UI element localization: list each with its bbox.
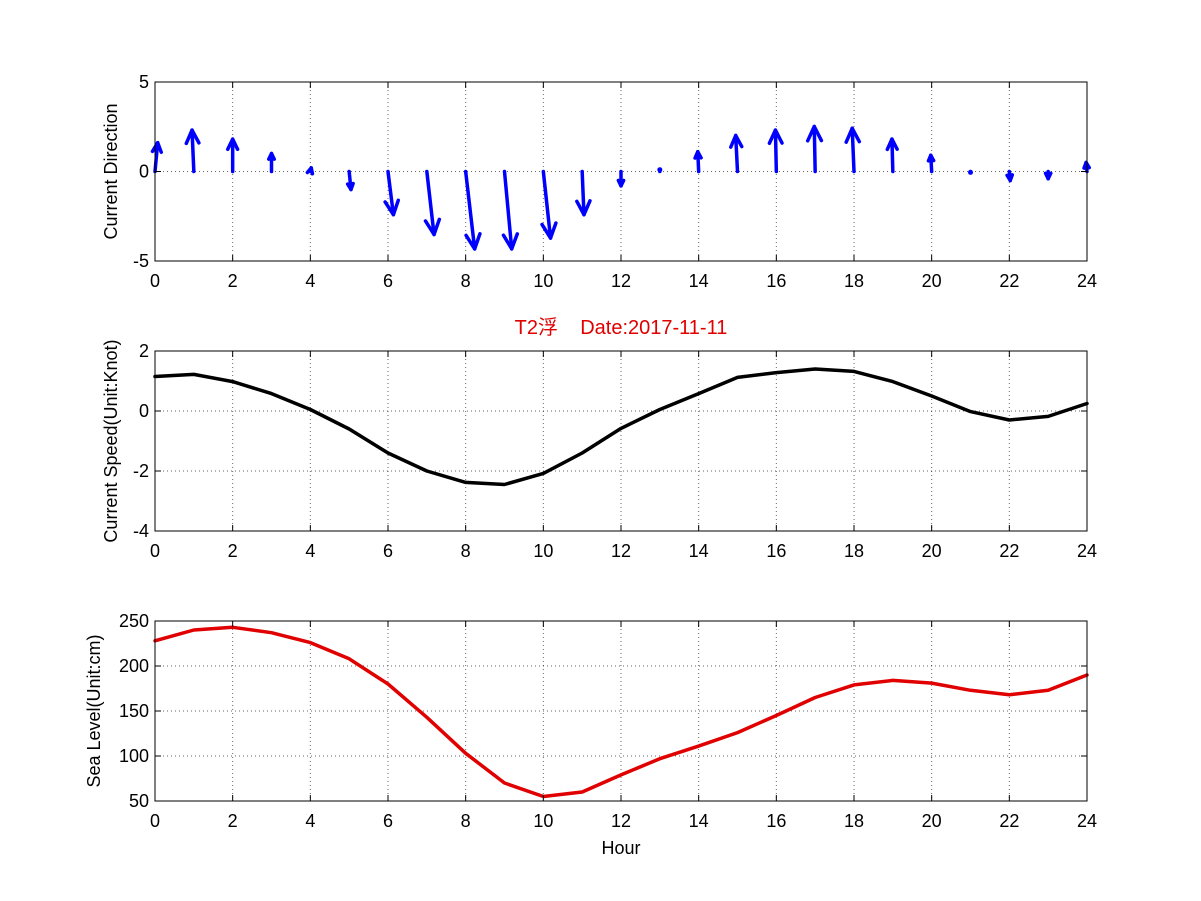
quiver-arrow — [1043, 169, 1053, 181]
x-tick-label: 10 — [533, 811, 553, 831]
x-tick-label: 12 — [611, 811, 631, 831]
y-tick-label: 0 — [139, 401, 149, 421]
x-tick-label: 8 — [461, 541, 471, 561]
quiver-arrow — [616, 169, 626, 188]
x-tick-label: 22 — [999, 811, 1019, 831]
x-axis-label: Hour — [601, 838, 640, 858]
y-axis-label: Sea Level(Unit:cm) — [84, 634, 104, 787]
quiver-arrow — [575, 169, 592, 217]
x-tick-label: 0 — [150, 811, 160, 831]
series-line — [153, 367, 1089, 487]
x-tick-label: 10 — [533, 541, 553, 561]
quiver-arrow — [383, 169, 401, 217]
quiver-arrow — [463, 169, 482, 251]
series-line — [153, 625, 1089, 799]
x-tick-label: 18 — [844, 811, 864, 831]
x-tick-label: 0 — [150, 541, 160, 561]
quiver-arrow — [345, 169, 355, 192]
x-tick-label: 2 — [228, 811, 238, 831]
quiver-arrow — [805, 124, 824, 174]
y-tick-label: 0 — [139, 162, 149, 182]
y-tick-label: 150 — [119, 701, 149, 721]
x-tick-label: 4 — [305, 811, 315, 831]
y-tick-label: 100 — [119, 746, 149, 766]
x-tick-label: 20 — [922, 811, 942, 831]
quiver-arrow — [968, 169, 973, 175]
x-tick-label: 10 — [533, 271, 553, 291]
x-tick-label: 18 — [844, 271, 864, 291]
x-tick-label: 22 — [999, 271, 1019, 291]
x-tick-label: 22 — [999, 541, 1019, 561]
y-tick-label: 200 — [119, 656, 149, 676]
quiver-arrow — [657, 167, 663, 174]
y-tick-label: -4 — [133, 521, 149, 541]
x-tick-label: 20 — [922, 541, 942, 561]
quiver-arrow — [1005, 169, 1015, 183]
x-tick-label: 24 — [1077, 811, 1097, 831]
x-tick-label: 8 — [461, 271, 471, 291]
quiver-arrow — [501, 169, 520, 251]
quiver-arrow — [926, 153, 936, 174]
x-tick-label: 18 — [844, 541, 864, 561]
y-tick-label: 5 — [139, 72, 149, 92]
x-tick-label: 4 — [305, 271, 315, 291]
quiver-arrow — [305, 166, 315, 176]
x-tick-label: 6 — [383, 811, 393, 831]
y-tick-label: 2 — [139, 341, 149, 361]
plot-area — [155, 351, 1087, 531]
x-tick-label: 14 — [689, 541, 709, 561]
x-tick-label: 12 — [611, 541, 631, 561]
x-tick-label: 14 — [689, 271, 709, 291]
y-axis-label: Current Speed(Unit:Knot) — [101, 339, 121, 542]
y-tick-label: -2 — [133, 461, 149, 481]
x-tick-label: 2 — [228, 541, 238, 561]
quiver-arrow — [184, 128, 201, 174]
y-tick-label: 50 — [129, 791, 149, 811]
y-tick-label: -5 — [133, 251, 149, 271]
x-tick-label: 6 — [383, 271, 393, 291]
x-tick-label: 14 — [689, 811, 709, 831]
quiver-arrow — [844, 126, 862, 174]
x-tick-label: 20 — [922, 271, 942, 291]
x-tick-label: 0 — [150, 271, 160, 291]
quiver-arrow — [693, 149, 703, 174]
x-tick-label: 16 — [766, 811, 786, 831]
y-axis-label: Current Direction — [101, 103, 121, 239]
quiver-arrow — [767, 128, 784, 174]
x-tick-label: 4 — [305, 541, 315, 561]
y-tick-label: 250 — [119, 611, 149, 631]
x-tick-label: 16 — [766, 541, 786, 561]
x-tick-label: 24 — [1077, 541, 1097, 561]
quiver-arrow — [267, 151, 276, 174]
quiver-arrow — [225, 137, 240, 174]
quiver-arrow — [423, 169, 442, 237]
quiver-arrow — [885, 137, 899, 174]
x-tick-label: 8 — [461, 811, 471, 831]
x-tick-label: 12 — [611, 271, 631, 291]
chart-title: T2浮 Date:2017-11-11 — [515, 316, 728, 339]
x-tick-label: 2 — [228, 271, 238, 291]
x-tick-label: 24 — [1077, 271, 1097, 291]
quiver-arrow — [729, 133, 744, 174]
x-tick-label: 16 — [766, 271, 786, 291]
x-tick-label: 6 — [383, 541, 393, 561]
quiver-arrow — [540, 169, 558, 240]
